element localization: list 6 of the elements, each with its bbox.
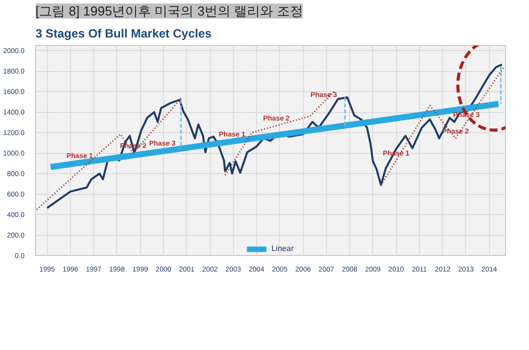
legend-label: Linear [271,244,294,253]
chart-title: [그림 8] 1995년이후 미국의 3번의 랠리와 조정 [36,4,303,18]
line-series [36,96,183,210]
line-series [46,64,504,209]
chart-subtitle: 3 Stages Of Bull Market Cycles [36,26,212,40]
line-series [380,65,506,186]
